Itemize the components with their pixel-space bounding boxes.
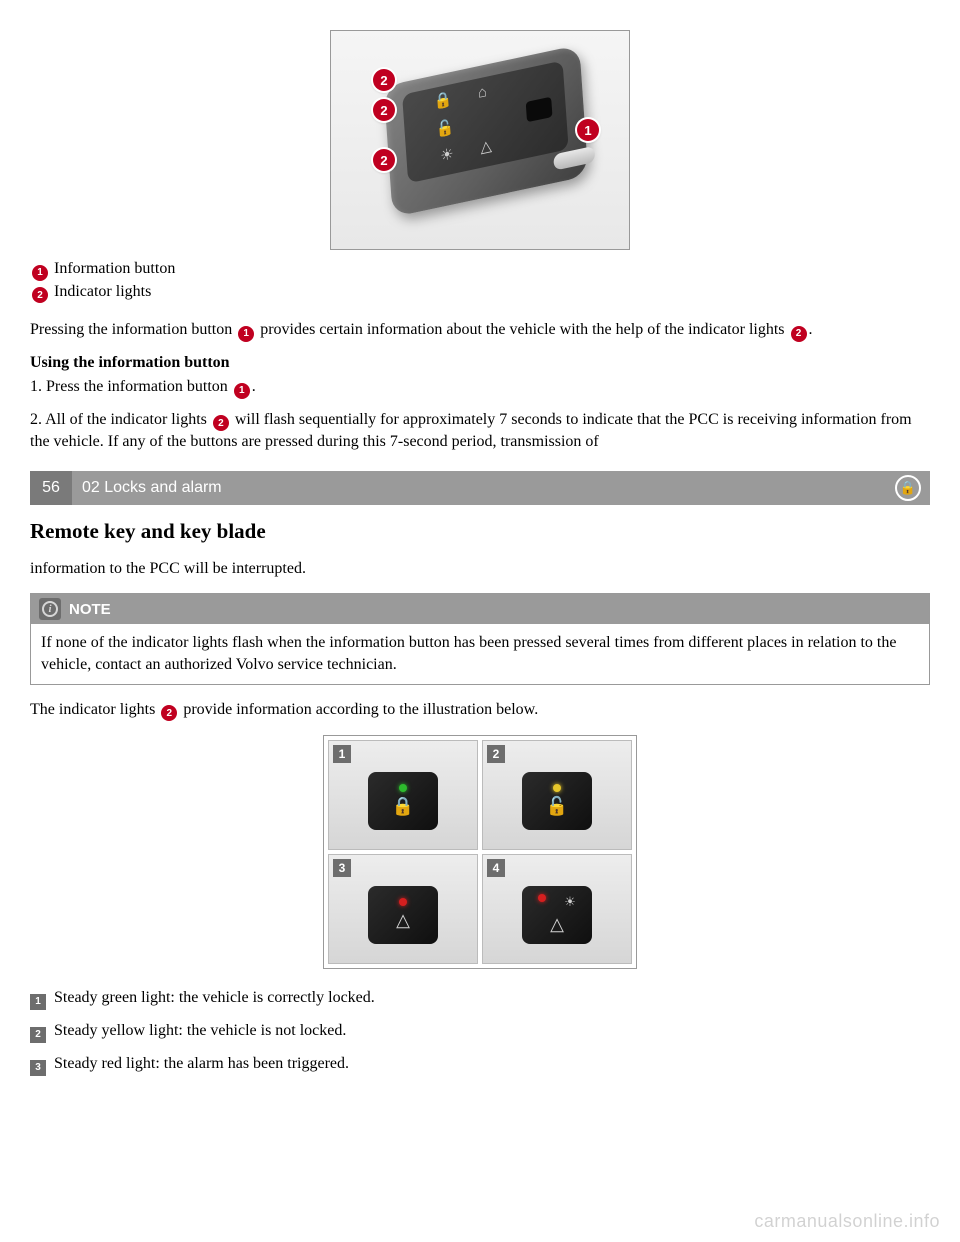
subhead-using: Using the information button [30, 354, 930, 372]
callout-2c: 2 [373, 149, 395, 171]
note-box: i NOTE If none of the indicator lights f… [30, 593, 930, 684]
s1b: . [252, 378, 256, 395]
light-icon: ☀ [436, 144, 459, 167]
section-icon-wrap: 🔒 [886, 471, 930, 505]
lock-open-icon: 🔓 [546, 796, 568, 817]
grid-cell-3: 3 △ [328, 854, 478, 964]
cell-remote-3: △ [368, 886, 438, 944]
lock-icon: 🔒 [432, 90, 455, 113]
list-item-3: 3 Steady red light: the alarm has been t… [30, 1053, 930, 1076]
lock-closed-icon: 🔒 [392, 796, 414, 817]
s1a: 1. Press the information button [30, 378, 232, 395]
indicator-grid: 1 🔒 2 🔓 3 △ 4 [323, 735, 637, 969]
note-head: i NOTE [31, 594, 929, 624]
remote-key-illustration: 🔒 🔓 ☀ ⌂ △ 1 2 2 2 [330, 30, 630, 250]
list-item-1: 1 Steady green light: the vehicle is cor… [30, 987, 930, 1010]
info-button-shape [526, 97, 553, 123]
grid-cell-2: 2 🔓 [482, 740, 632, 850]
section-title: 02 Locks and alarm [72, 471, 886, 505]
s2a: 2. All of the indicator lights [30, 411, 211, 428]
square-3-icon: 3 [30, 1060, 46, 1076]
square-2-icon: 2 [30, 1027, 46, 1043]
inline-bullet-p2: 2 [161, 705, 177, 721]
watermark: carmanualsonline.info [754, 1211, 940, 1232]
led-row: ☀ [538, 894, 576, 910]
info-icon: i [39, 598, 61, 620]
bullet-2-icon: 2 [32, 287, 48, 303]
paragraph-2: The indicator lights 2 provide informati… [30, 699, 930, 722]
note-body: If none of the indicator lights flash wh… [31, 624, 929, 683]
main-image-wrap: 🔒 🔓 ☀ ⌂ △ 1 2 2 2 [30, 30, 930, 250]
cell-num-1: 1 [333, 745, 351, 763]
cell-num-3: 3 [333, 859, 351, 877]
list-text-1: Steady green light: the vehicle is corre… [54, 989, 375, 1006]
inline-bullet-s2: 2 [213, 415, 229, 431]
list-text-2: Steady yellow light: the vehicle is not … [54, 1022, 346, 1039]
led-green-icon [399, 784, 407, 792]
list-text-3: Steady red light: the alarm has been tri… [54, 1055, 349, 1072]
p1b: provides certain information about the v… [256, 321, 788, 338]
image-legend: 1 Information button 2 Indicator lights [30, 260, 930, 303]
warn-triangle-icon: △ [396, 910, 410, 931]
grid-cell-1: 1 🔒 [328, 740, 478, 850]
remote-panel: 🔒 🔓 ☀ ⌂ △ [402, 61, 569, 184]
info-icon-glyph: i [42, 601, 58, 617]
callout-2b: 2 [373, 99, 395, 121]
page-number: 56 [30, 471, 72, 505]
cell-remote-1: 🔒 [368, 772, 438, 830]
legend-text-2: Indicator lights [54, 283, 151, 300]
legend-item-1: 1 Information button [30, 260, 930, 281]
square-1-icon: 1 [30, 994, 46, 1010]
note-label: NOTE [69, 601, 111, 618]
cell-num-4: 4 [487, 859, 505, 877]
callout-1: 1 [577, 119, 599, 141]
list-item-2: 2 Steady yellow light: the vehicle is no… [30, 1020, 930, 1043]
p2b: provide information according to the ill… [179, 701, 538, 718]
led-red-left-icon [538, 894, 546, 902]
cell-remote-2: 🔓 [522, 772, 592, 830]
trunk-icon: ⌂ [471, 82, 494, 105]
step-2: 2. All of the indicator lights 2 will fl… [30, 409, 930, 453]
light-small-icon: ☀ [564, 894, 576, 910]
section-bar: 56 02 Locks and alarm 🔒 [30, 471, 930, 505]
remote-body: 🔒 🔓 ☀ ⌂ △ [384, 45, 589, 218]
cell-num-2: 2 [487, 745, 505, 763]
p2a: The indicator lights [30, 701, 159, 718]
cell-remote-4: ☀ △ [522, 886, 592, 944]
grid-illustration-wrap: 1 🔒 2 🔓 3 △ 4 [30, 735, 930, 969]
inline-bullet-1: 1 [238, 326, 254, 342]
paragraph-1: Pressing the information button 1 provid… [30, 319, 930, 342]
step-1: 1. Press the information button 1. [30, 376, 930, 399]
warn-triangle2-icon: △ [550, 914, 564, 935]
bullet-1-icon: 1 [32, 265, 48, 281]
grid-cell-4: 4 ☀ △ [482, 854, 632, 964]
inline-bullet-2: 2 [791, 326, 807, 342]
lock-circle-icon: 🔒 [895, 475, 921, 501]
warn-icon: △ [475, 136, 498, 159]
led-red-icon [399, 898, 407, 906]
legend-item-2: 2 Indicator lights [30, 283, 930, 304]
page: 🔒 🔓 ☀ ⌂ △ 1 2 2 2 1 Information button 2… [0, 0, 960, 1242]
page-title: Remote key and key blade [30, 519, 930, 544]
legend-text-1: Information button [54, 260, 175, 277]
led-yellow-icon [553, 784, 561, 792]
continuation-text: information to the PCC will be interrupt… [30, 558, 930, 580]
inline-bullet-s1: 1 [234, 383, 250, 399]
callout-2a: 2 [373, 69, 395, 91]
unlock-icon: 🔓 [434, 118, 457, 141]
p1a: Pressing the information button [30, 321, 236, 338]
p1c: . [809, 321, 813, 338]
